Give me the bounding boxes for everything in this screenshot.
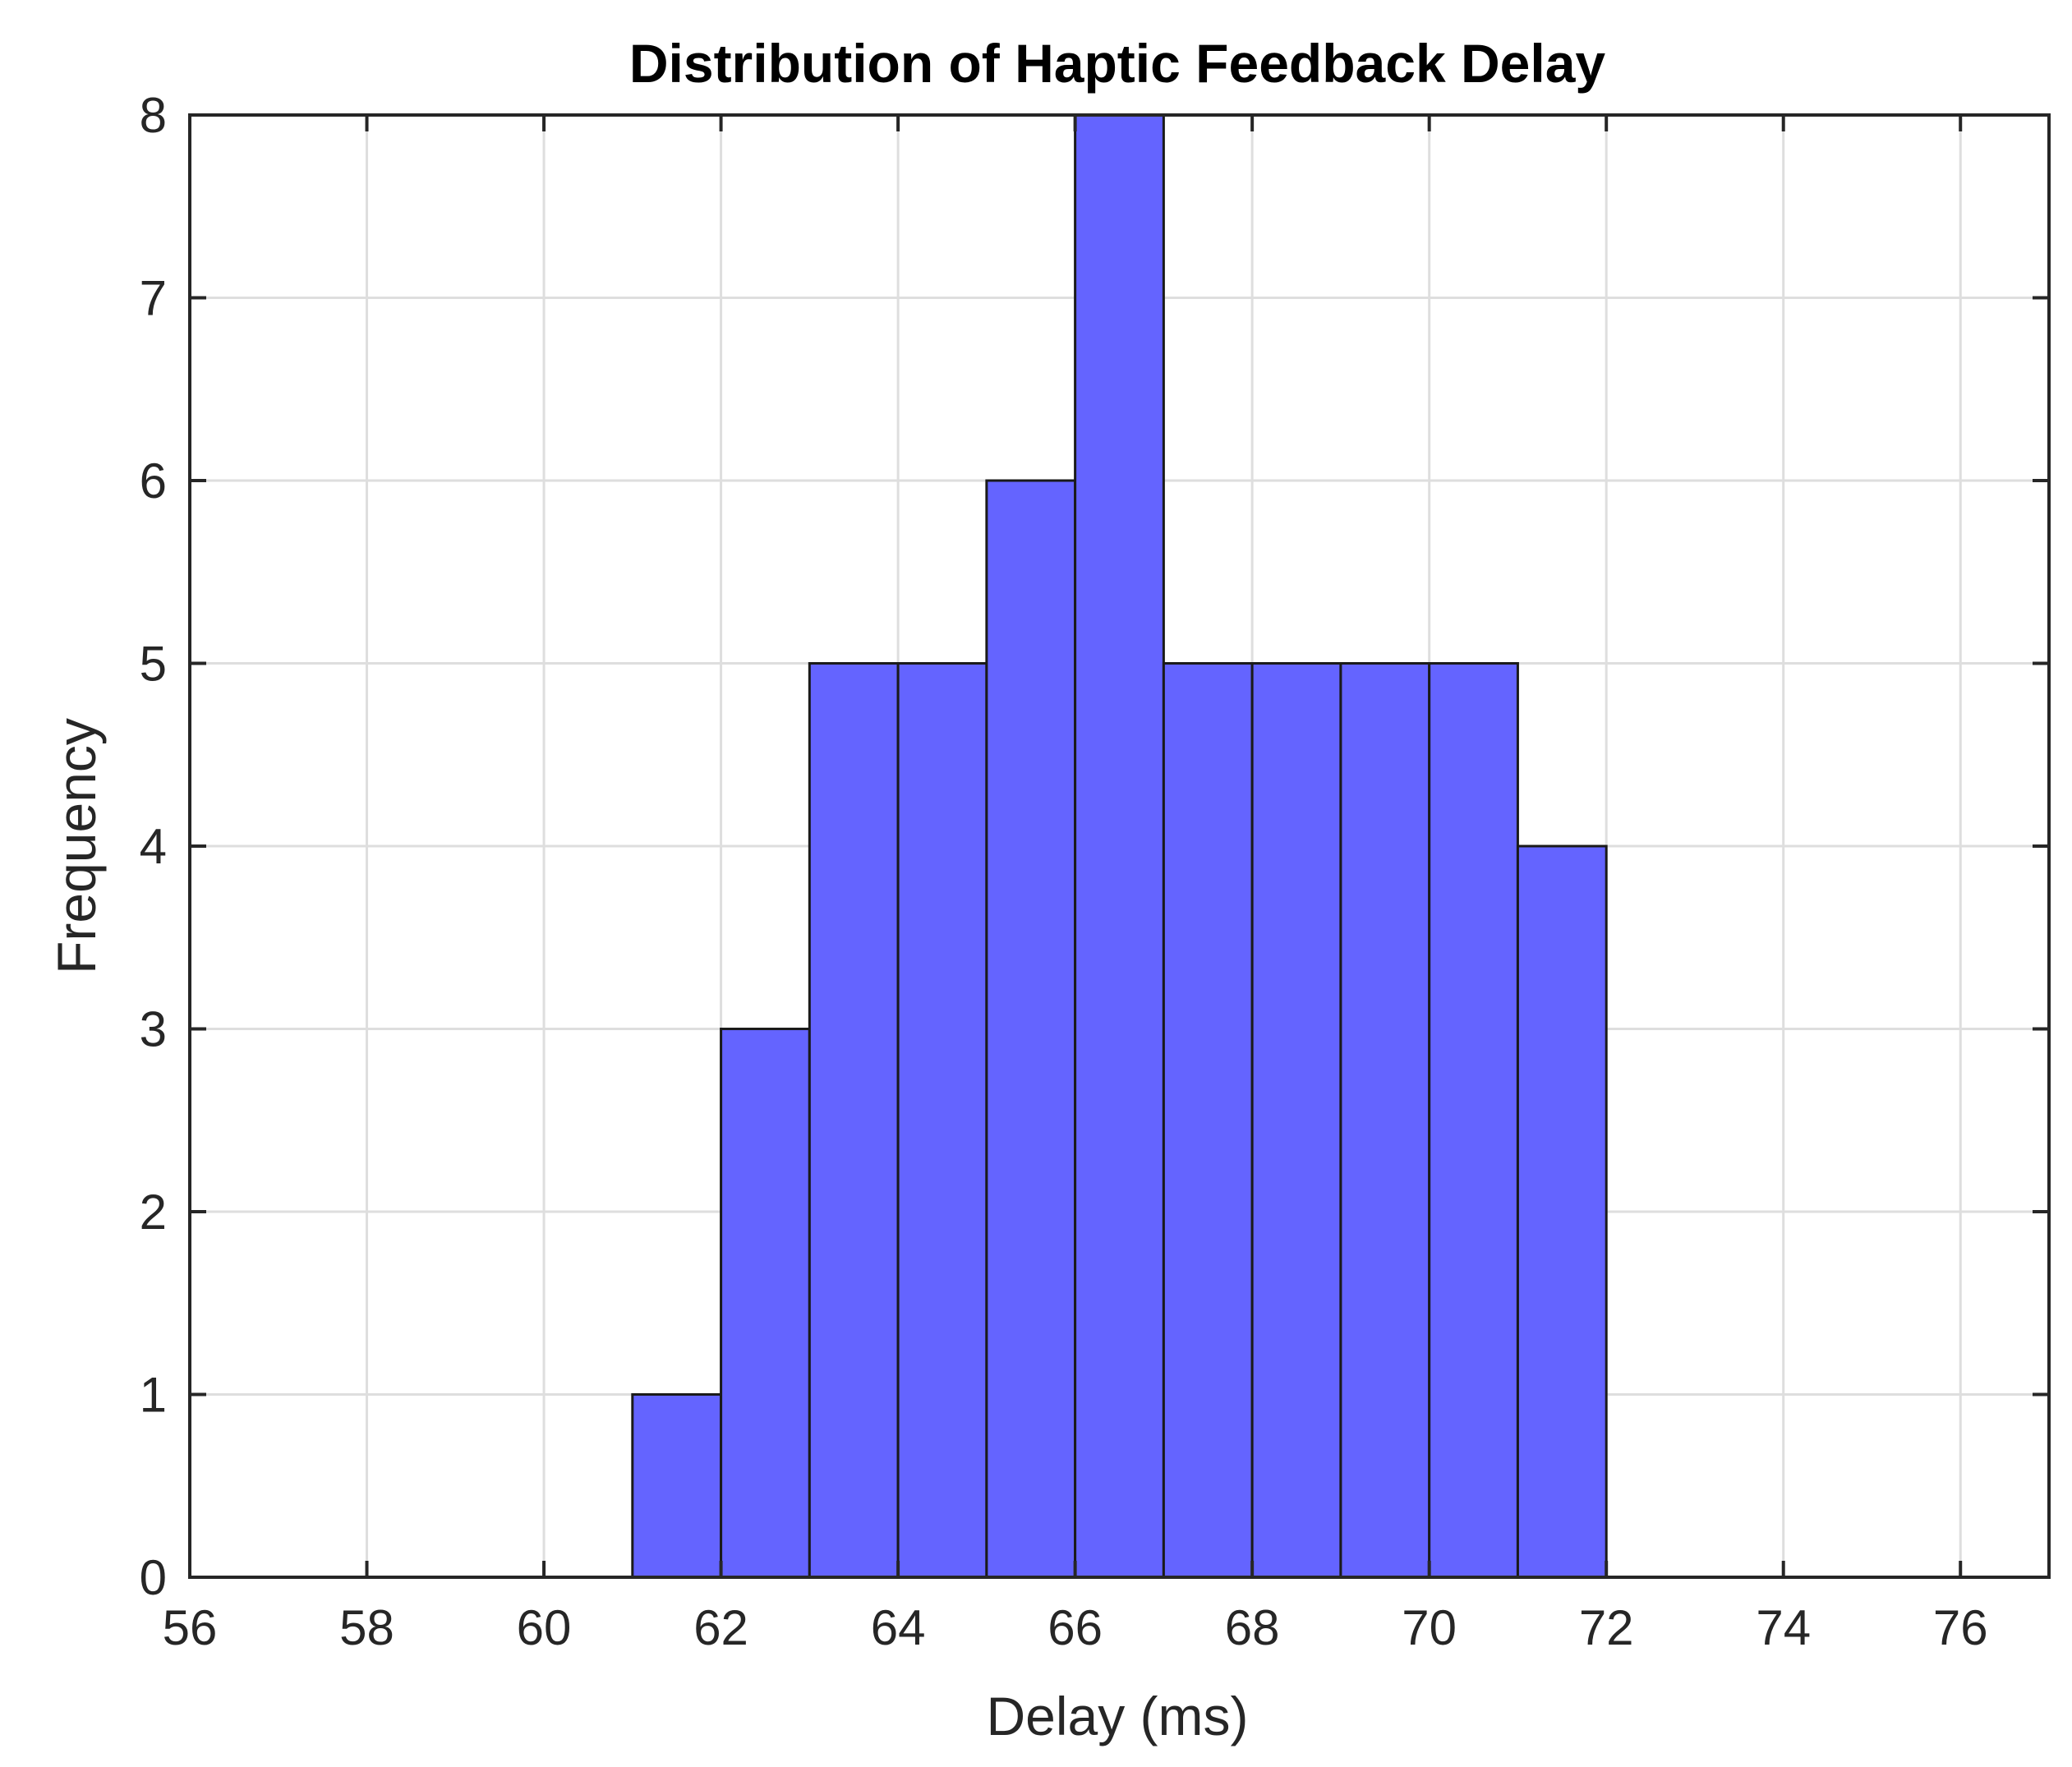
- x-tick-label: 58: [339, 1600, 394, 1655]
- histogram-bar: [896, 662, 988, 1579]
- y-tick-label: 2: [140, 1185, 167, 1240]
- y-tick-label: 6: [140, 453, 167, 508]
- histogram-bar: [1516, 844, 1608, 1579]
- y-tick-label: 4: [140, 819, 167, 874]
- x-tick-label: 64: [871, 1600, 926, 1655]
- histogram-bar: [720, 1028, 811, 1579]
- histogram-bar: [985, 479, 1077, 1579]
- x-tick-label: 76: [1933, 1600, 1988, 1655]
- histogram-bar: [1428, 662, 1519, 1579]
- x-axis-label: Delay (ms): [986, 1686, 1248, 1746]
- y-axis-label: Frequency: [46, 718, 107, 974]
- y-tick-label: 7: [140, 271, 167, 326]
- x-tick-label: 56: [163, 1600, 218, 1655]
- tick-marks: [188, 113, 2049, 1579]
- y-tick-label: 3: [140, 1002, 167, 1057]
- x-tick-label: 62: [693, 1600, 748, 1655]
- x-tick-label: 66: [1048, 1600, 1103, 1655]
- histogram-bar: [631, 1393, 723, 1579]
- x-tick-label: 68: [1225, 1600, 1280, 1655]
- histogram-bar: [808, 662, 900, 1579]
- y-tick-label: 0: [140, 1550, 167, 1605]
- x-tick-label: 74: [1756, 1600, 1811, 1655]
- y-tick-labels: 0 1 2 3 4 5 6 7 8: [140, 88, 167, 1605]
- y-tick-label: 5: [140, 637, 167, 692]
- x-tick-label: 70: [1402, 1600, 1457, 1655]
- x-tick-label: 72: [1579, 1600, 1634, 1655]
- histogram-bar: [1162, 662, 1254, 1579]
- histogram-bar: [1074, 113, 1165, 1579]
- chart-title: Distribution of Haptic Feedback Delay: [629, 33, 1606, 94]
- histogram-bar: [1250, 662, 1342, 1579]
- y-tick-label: 8: [140, 88, 167, 143]
- x-tick-label: 60: [517, 1600, 572, 1655]
- y-tick-label: 1: [140, 1368, 167, 1423]
- x-tick-labels: 56 58 60 62 64 66 68 70 72 74 76: [163, 1600, 1988, 1655]
- histogram-bar: [1339, 662, 1431, 1579]
